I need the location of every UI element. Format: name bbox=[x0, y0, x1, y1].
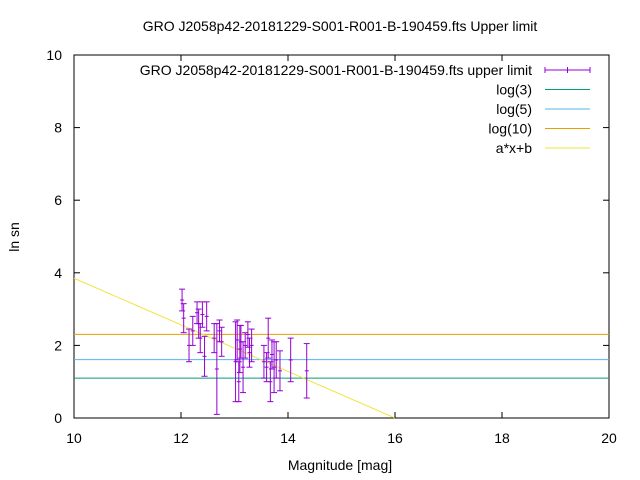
y-tick-label: 0 bbox=[54, 410, 62, 426]
error-bar-point bbox=[265, 317, 272, 359]
legend-item: log(10) bbox=[488, 121, 590, 137]
legend-label: a*x+b bbox=[496, 140, 532, 156]
error-bar-point bbox=[260, 344, 267, 379]
error-bar-point bbox=[179, 288, 186, 312]
error-bar-point bbox=[273, 341, 280, 379]
chart-title: GRO J2058p42-20181229-S001-R001-B-190459… bbox=[143, 18, 538, 34]
error-bar-point bbox=[248, 328, 255, 363]
error-bar-point bbox=[246, 337, 253, 368]
error-bar-point bbox=[234, 319, 241, 361]
fit-line bbox=[73, 277, 396, 419]
error-bar-point bbox=[271, 341, 278, 394]
error-bar-point bbox=[201, 335, 208, 377]
error-bar-point bbox=[240, 341, 247, 394]
plot-border bbox=[73, 54, 610, 419]
legend-label: log(10) bbox=[488, 121, 532, 137]
error-bar-point bbox=[242, 332, 249, 359]
legend-label: GRO J2058p42-20181229-S001-R001-B-190459… bbox=[140, 62, 532, 78]
error-bar-point bbox=[216, 319, 223, 343]
error-bar-point bbox=[203, 301, 210, 332]
x-tick-label: 20 bbox=[601, 430, 617, 446]
y-tick-label: 4 bbox=[54, 265, 62, 281]
legend-item: log(3) bbox=[496, 82, 590, 98]
x-tick-label: 16 bbox=[387, 430, 403, 446]
legend-label: log(5) bbox=[496, 101, 532, 117]
x-tick-label: 14 bbox=[280, 430, 296, 446]
legend: GRO J2058p42-20181229-S001-R001-B-190459… bbox=[140, 62, 591, 156]
y-tick-label: 10 bbox=[46, 47, 62, 63]
axis-ticks: 10 12 14 16 18 20 0 2 4 6 8 10 bbox=[46, 47, 617, 446]
error-bar-point bbox=[276, 350, 283, 392]
legend-item: GRO J2058p42-20181229-S001-R001-B-190459… bbox=[140, 62, 591, 78]
x-tick-label: 12 bbox=[173, 430, 189, 446]
y-tick-label: 8 bbox=[54, 120, 62, 136]
y-axis-label: ln sn bbox=[6, 222, 22, 252]
horizontal-reference-lines bbox=[74, 333, 609, 379]
error-bar-point bbox=[287, 337, 294, 383]
error-bar-point bbox=[199, 301, 206, 328]
error-bar-points bbox=[179, 288, 310, 415]
y-tick-label: 6 bbox=[54, 192, 62, 208]
x-tick-label: 10 bbox=[66, 430, 82, 446]
x-axis-label: Magnitude [mag] bbox=[288, 457, 392, 473]
error-bar-point bbox=[189, 315, 196, 346]
y-tick-label: 2 bbox=[54, 337, 62, 353]
legend-label: log(3) bbox=[496, 82, 532, 98]
legend-item: log(5) bbox=[496, 101, 590, 117]
error-bar-point bbox=[267, 361, 274, 403]
legend-item: a*x+b bbox=[496, 140, 590, 156]
error-bar-point bbox=[180, 303, 187, 334]
fit-line-group bbox=[73, 277, 396, 419]
error-bar-point bbox=[303, 343, 310, 399]
error-bar-point bbox=[213, 323, 220, 415]
error-bar-point bbox=[235, 361, 242, 403]
x-tick-label: 18 bbox=[494, 430, 510, 446]
error-bar-point bbox=[218, 326, 225, 357]
